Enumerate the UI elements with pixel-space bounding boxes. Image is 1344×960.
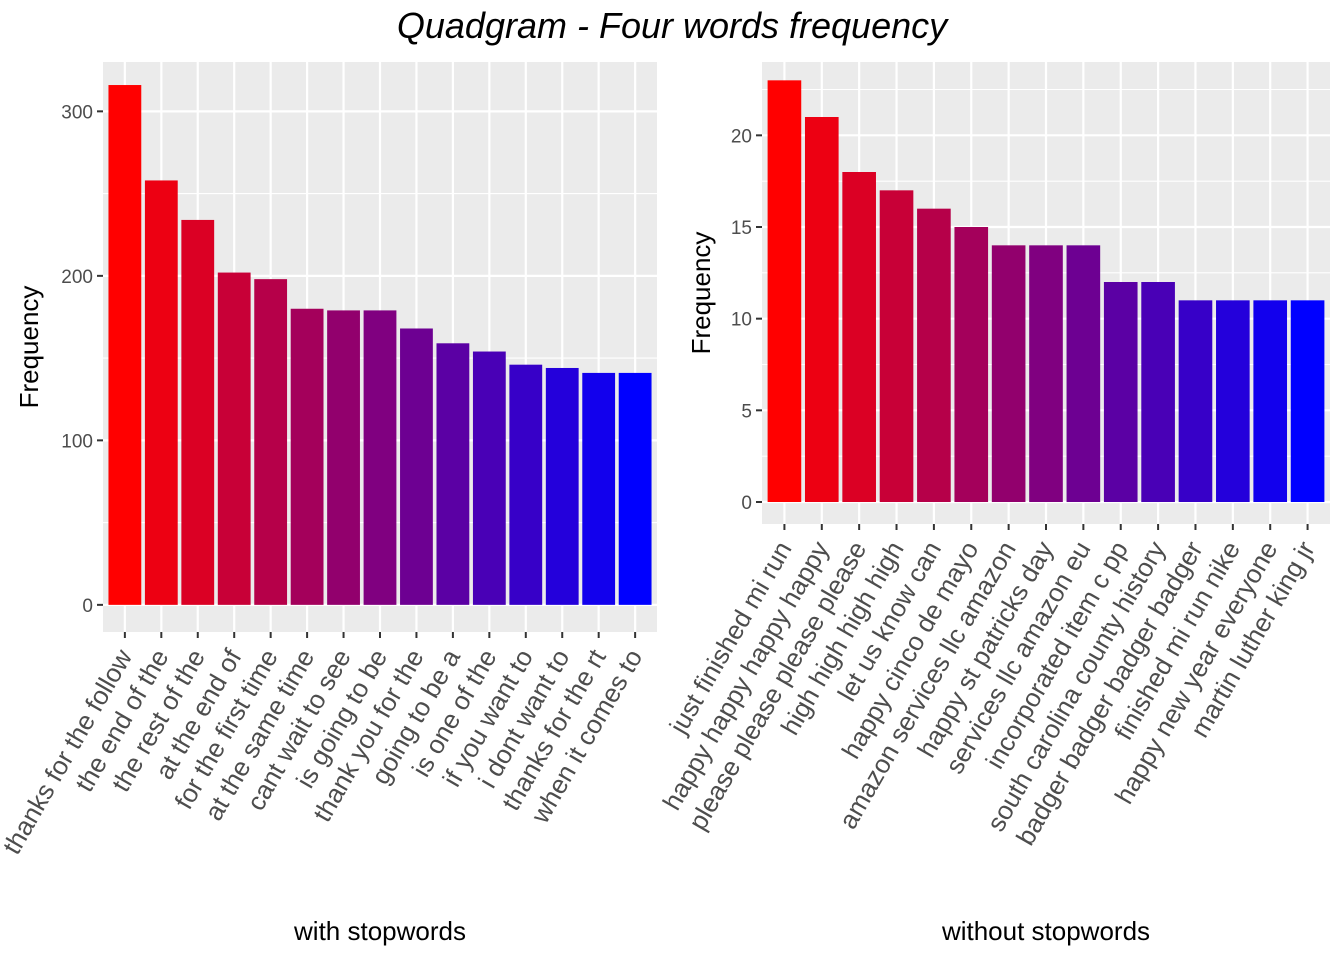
bar-11 — [472, 351, 506, 605]
bar-3 — [842, 172, 876, 502]
x-axis-title: without stopwords — [941, 916, 1150, 946]
bar-14 — [1253, 300, 1288, 502]
bar-13 — [1216, 300, 1250, 502]
bar-10 — [1103, 282, 1138, 502]
bar-5 — [254, 279, 288, 605]
y-axis-title: Frequency — [686, 232, 716, 355]
bar-3 — [181, 219, 215, 605]
bar-6 — [954, 227, 989, 502]
bar-9 — [1066, 245, 1101, 503]
bar-11 — [1141, 282, 1175, 502]
y-tick-label: 10 — [731, 310, 752, 331]
bar-13 — [545, 367, 579, 605]
bar-6 — [290, 308, 324, 605]
bar-1 — [767, 80, 802, 502]
bar-4 — [217, 272, 251, 605]
chart-title: Quadgram - Four words frequency — [397, 5, 949, 46]
bar-7 — [991, 245, 1026, 503]
bar-2 — [144, 180, 178, 605]
x-axis-title: with stopwords — [293, 916, 466, 946]
y-tick-label: 0 — [82, 596, 93, 617]
y-tick-label: 200 — [61, 267, 93, 288]
y-tick-label: 0 — [741, 493, 752, 514]
bar-4 — [879, 190, 914, 503]
bar-12 — [1178, 300, 1213, 502]
y-axis-title: Frequency — [14, 286, 44, 409]
y-tick-label: 20 — [731, 126, 752, 147]
bar-1 — [108, 85, 142, 605]
bar-2 — [804, 117, 839, 502]
bar-15 — [618, 372, 652, 605]
bar-9 — [400, 328, 433, 605]
bar-15 — [1290, 300, 1325, 502]
y-tick-label: 300 — [61, 102, 93, 123]
y-tick-label: 5 — [741, 401, 752, 422]
bar-14 — [582, 372, 616, 605]
y-tick-label: 100 — [61, 431, 93, 452]
y-tick-label: 15 — [731, 218, 752, 239]
bar-8 — [363, 310, 397, 605]
bar-8 — [1029, 245, 1063, 503]
bar-7 — [327, 310, 360, 605]
bar-5 — [917, 208, 951, 502]
bar-10 — [436, 343, 470, 605]
bar-12 — [509, 364, 543, 605]
